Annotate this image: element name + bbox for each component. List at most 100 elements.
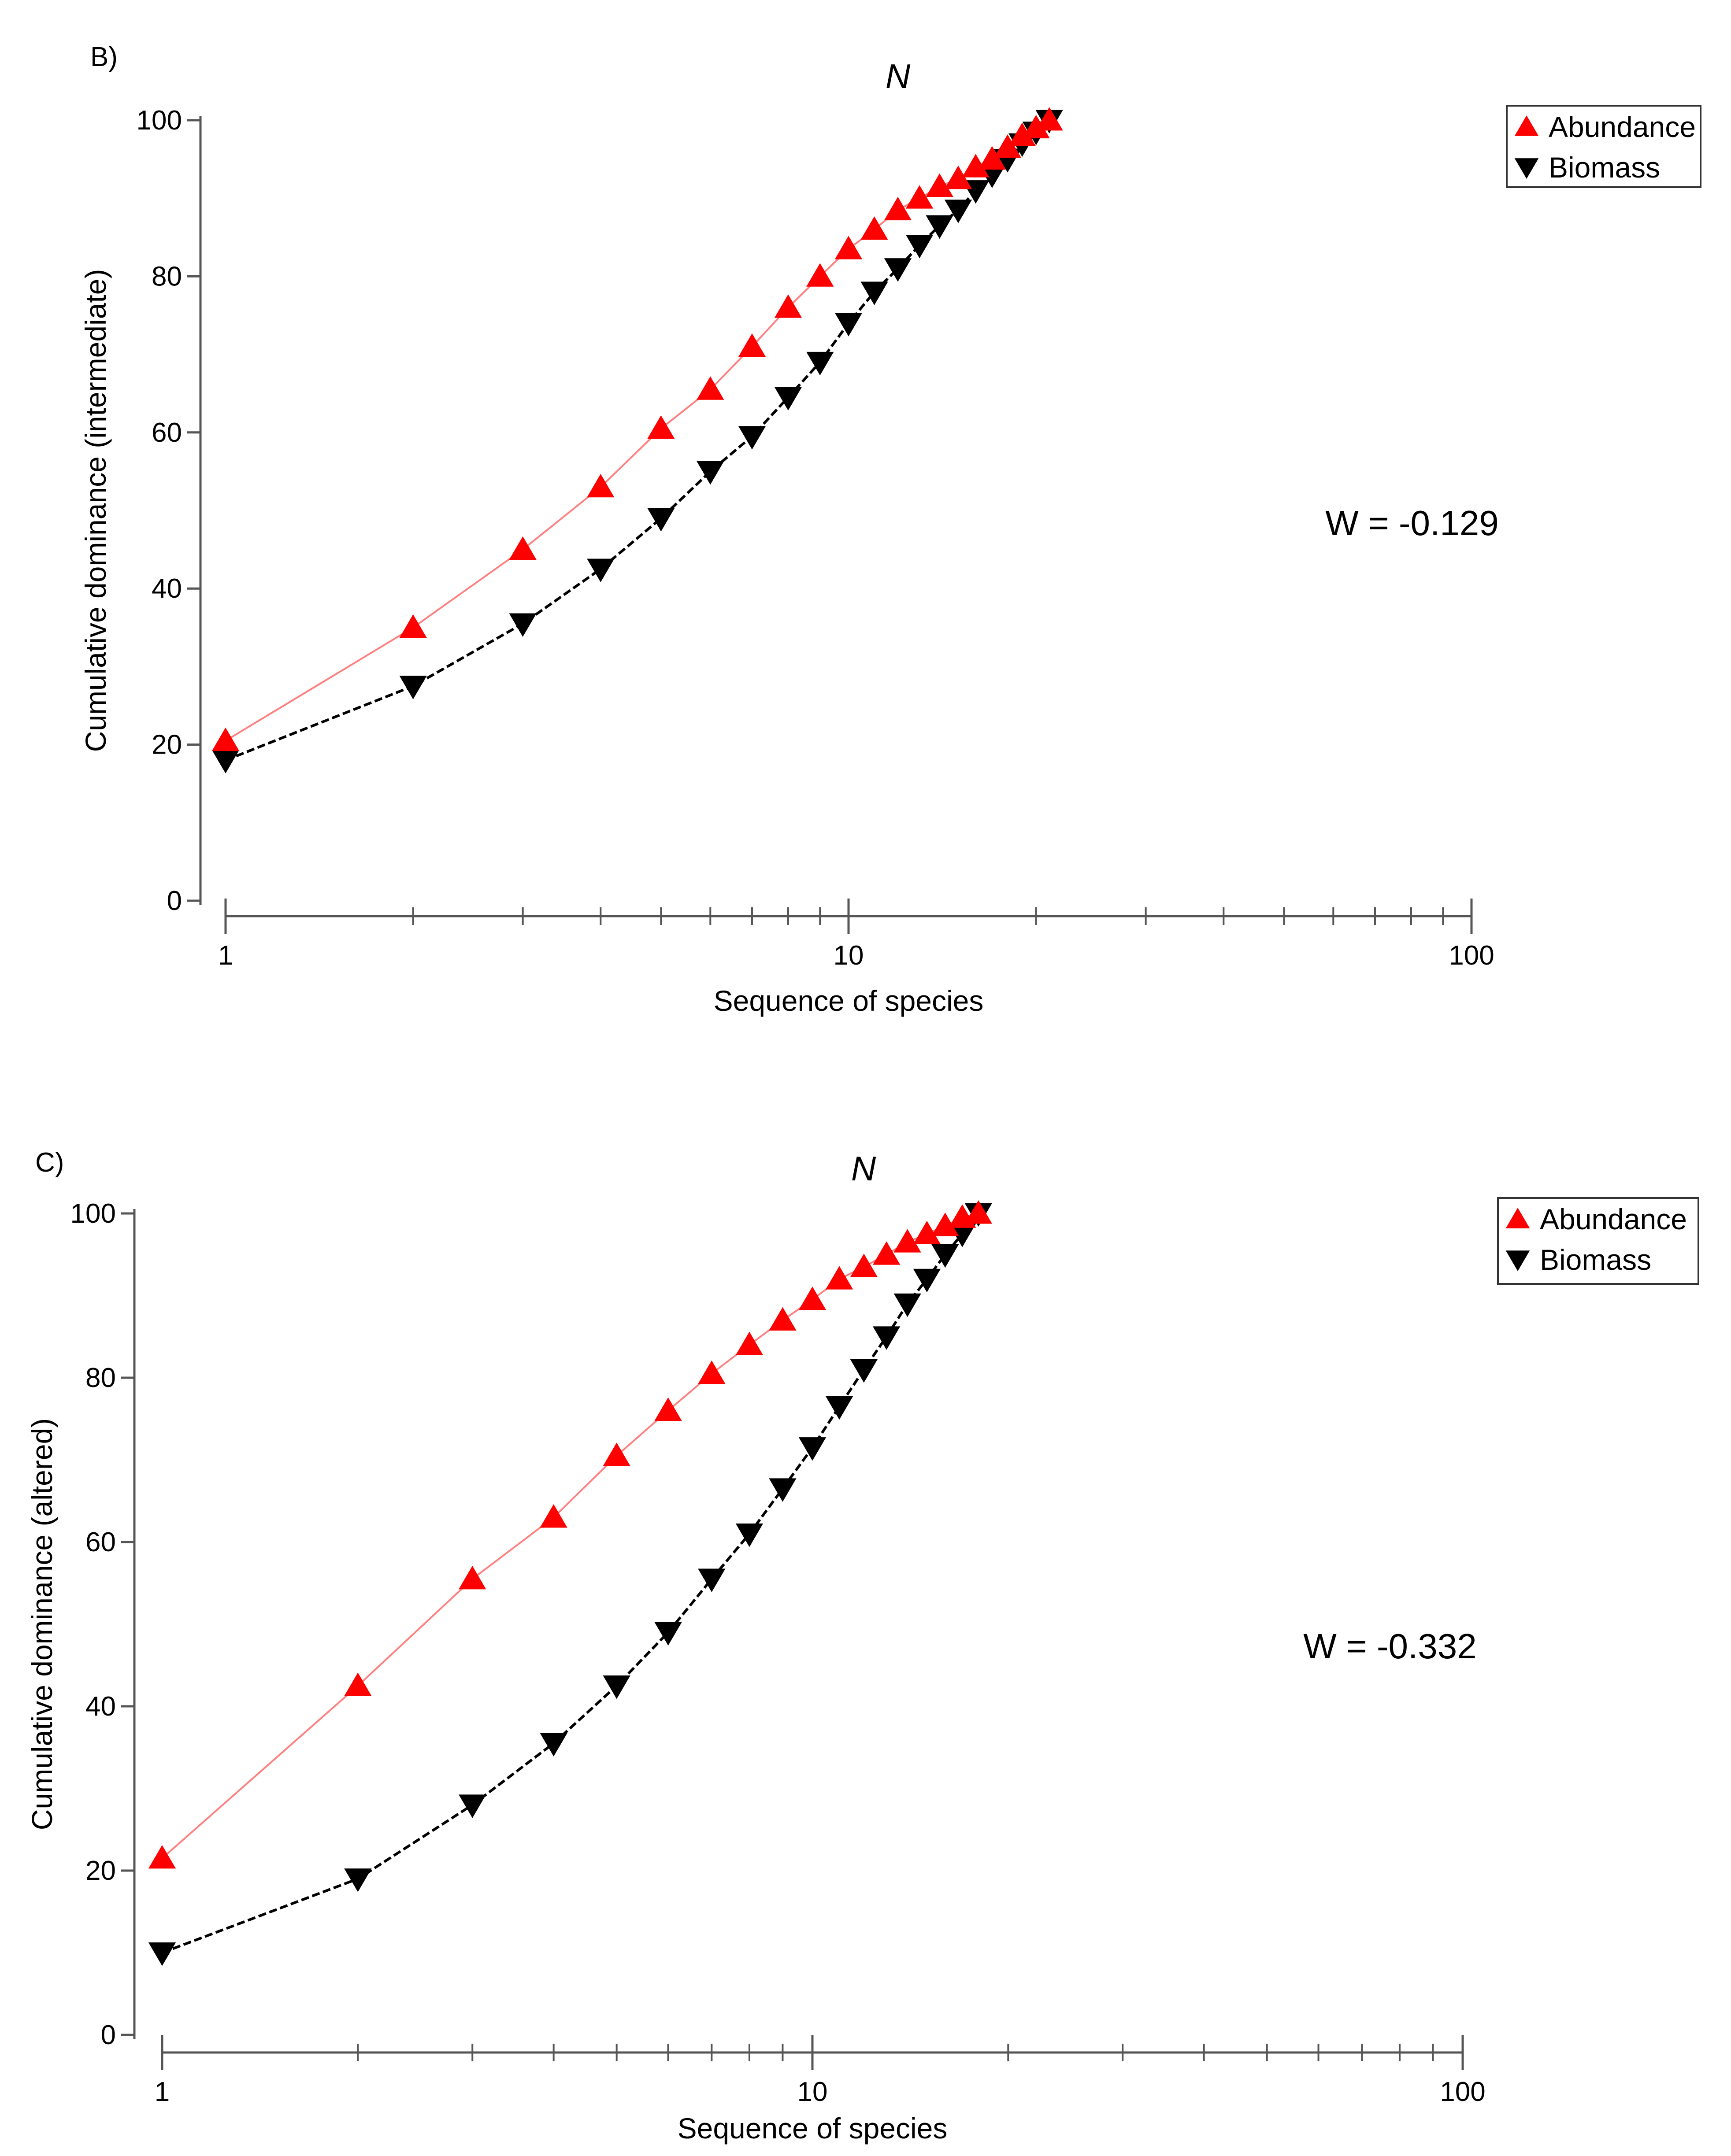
data-point-abundance	[993, 134, 1022, 158]
legend-label-abundance: Abundance	[1540, 1203, 1687, 1235]
series-biomass	[211, 110, 1063, 774]
data-point-abundance	[964, 1200, 992, 1224]
legend-marker-biomass	[1514, 158, 1539, 179]
y-tick-label: 80	[85, 1363, 116, 1393]
data-point-abundance	[603, 1442, 630, 1466]
legend-marker-abundance	[1514, 115, 1539, 136]
data-point-biomass	[647, 508, 675, 532]
y-tick-label: 60	[152, 418, 182, 448]
x-axis-title: Sequence of species	[714, 984, 984, 1017]
data-point-abundance	[697, 376, 724, 400]
data-point-biomass	[860, 281, 888, 305]
y-axis-title: Cumulative dominance (intermediate)	[79, 269, 112, 752]
x-tick-label: 1	[218, 940, 233, 971]
data-point-biomass	[735, 1523, 764, 1547]
data-point-biomass	[654, 1622, 682, 1646]
data-point-biomass	[806, 351, 834, 376]
data-point-abundance	[905, 185, 934, 209]
data-point-abundance	[873, 1241, 901, 1265]
legend-label-biomass: Biomass	[1540, 1243, 1651, 1276]
data-point-biomass	[931, 1244, 959, 1268]
legend-label-abundance: Abundance	[1549, 111, 1696, 143]
legend-box	[1497, 1197, 1699, 1285]
data-point-abundance	[798, 1286, 827, 1310]
chart-title: N	[851, 1149, 876, 1188]
panel-label: B)	[90, 42, 118, 72]
data-point-biomass	[587, 558, 615, 582]
legend-marker-biomass	[1505, 1250, 1530, 1271]
data-point-biomass	[459, 1794, 486, 1818]
legend-marker-abundance	[1505, 1208, 1530, 1228]
data-point-abundance	[926, 173, 953, 197]
y-tick-label: 20	[152, 730, 182, 760]
series-line-biomass	[161, 1213, 980, 1954]
data-point-abundance	[1035, 107, 1063, 131]
legend: Abundance Biomass	[1497, 1197, 1699, 1285]
chart-title: N	[886, 57, 911, 96]
x-tick-label: 10	[834, 940, 864, 971]
data-point-biomass	[798, 1437, 827, 1461]
chart-panel-1: B) N 0 20 40 60 80 100 Cumulative dominance (int…	[79, 42, 1701, 1017]
chart-panel-2: C) N 0 20 40 60 80 100 Cumulative dominance (alt…	[26, 1147, 1699, 2145]
data-point-abundance	[738, 333, 766, 357]
w-statistic-annotation: W = -0.129	[1325, 503, 1499, 543]
data-point-biomass	[905, 235, 934, 259]
data-point-abundance	[344, 1672, 372, 1696]
data-point-abundance	[806, 263, 834, 287]
data-point-biomass	[148, 1942, 176, 1966]
data-point-biomass	[944, 200, 972, 223]
x-tick-label: 100	[1440, 2077, 1485, 2107]
data-point-abundance	[459, 1565, 486, 1590]
data-point-biomass	[211, 750, 240, 774]
x-tick-label: 10	[797, 2077, 828, 2107]
data-point-biomass	[540, 1733, 567, 1757]
data-point-abundance	[978, 146, 1006, 170]
legend-box	[1506, 105, 1701, 188]
data-point-biomass	[825, 1396, 853, 1420]
series-abundance	[148, 1200, 992, 1869]
data-point-abundance	[769, 1307, 797, 1331]
y-tick-label: 40	[85, 1691, 116, 1722]
data-point-abundance	[884, 196, 912, 221]
data-point-biomass	[913, 1268, 941, 1293]
data-point-biomass	[873, 1326, 901, 1350]
data-point-abundance	[654, 1397, 682, 1421]
data-point-abundance	[893, 1229, 921, 1253]
data-point-biomass	[697, 461, 724, 485]
y-tick-label: 0	[101, 2020, 116, 2050]
data-point-abundance	[211, 727, 240, 751]
y-tick-label: 40	[152, 573, 182, 604]
y-tick-label: 60	[85, 1527, 116, 1557]
y-tick-label: 100	[137, 105, 182, 136]
series-line-abundance	[161, 1213, 979, 1859]
data-point-abundance	[944, 165, 972, 189]
x-axis-title: Sequence of species	[678, 2112, 948, 2145]
data-point-abundance	[834, 236, 863, 259]
panel-label: C)	[35, 1147, 64, 1178]
data-point-biomass	[769, 1478, 797, 1502]
data-point-biomass	[738, 426, 766, 450]
x-tick-label: 100	[1449, 940, 1494, 971]
data-point-abundance	[698, 1360, 726, 1384]
data-point-abundance	[399, 614, 427, 638]
data-point-abundance	[148, 1845, 176, 1869]
y-tick-label: 20	[85, 1856, 116, 1886]
y-tick-label: 100	[70, 1198, 116, 1229]
x-tick-label: 1	[155, 2077, 170, 2107]
data-point-biomass	[509, 613, 537, 637]
data-point-biomass	[884, 258, 912, 282]
legend-label-biomass: Biomass	[1549, 151, 1660, 184]
data-point-abundance	[850, 1254, 878, 1277]
data-point-biomass	[834, 313, 863, 337]
data-point-biomass	[893, 1293, 921, 1317]
data-point-abundance	[509, 536, 537, 560]
legend: Abundance Biomass	[1506, 105, 1701, 188]
data-point-abundance	[860, 216, 888, 240]
data-point-abundance	[587, 473, 615, 498]
data-point-biomass	[850, 1359, 878, 1383]
data-point-biomass	[399, 676, 427, 699]
y-axis-title: Cumulative dominance (altered)	[26, 1418, 58, 1830]
series-abundance	[211, 107, 1063, 751]
series-line-abundance	[225, 119, 1050, 742]
